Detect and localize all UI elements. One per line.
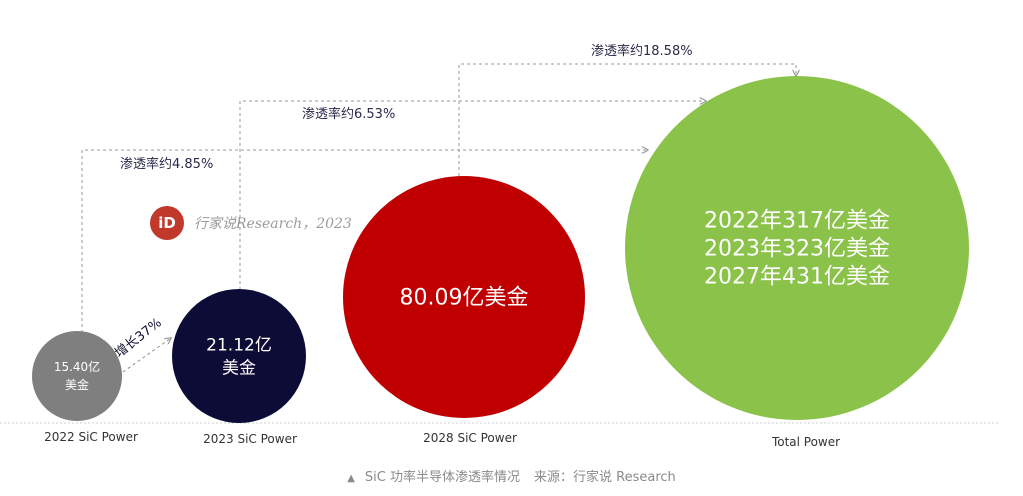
bubble-4-label: 2022年317亿美金 bbox=[704, 209, 890, 234]
bubble-1-label: 美金 bbox=[65, 377, 89, 392]
bubble-2-label: 21.12亿 bbox=[206, 335, 272, 355]
caption-source: 来源：行家说 Research bbox=[534, 470, 676, 485]
figure-caption: ▲ SiC 功率半导体渗透率情况 来源：行家说 Research bbox=[0, 466, 1023, 485]
brand-logo-icon: iD bbox=[150, 206, 184, 240]
penetration-rate-label: 渗透率约4.85% bbox=[120, 156, 213, 172]
penetration-connector bbox=[239, 101, 706, 290]
category-label: 2022 SiC Power bbox=[44, 430, 138, 444]
penetration-rate-label: 渗透率约6.53% bbox=[302, 106, 395, 122]
watermark-text: 行家说Research，2023 bbox=[194, 216, 352, 232]
bubble-4-label: 2023年323亿美金 bbox=[704, 237, 890, 262]
category-label: Total Power bbox=[771, 435, 840, 449]
watermark: iD 行家说Research，2023 bbox=[150, 206, 352, 240]
bubble-2 bbox=[172, 289, 306, 423]
triangle-icon: ▲ bbox=[347, 473, 355, 484]
bubble-3-label: 80.09亿美金 bbox=[400, 286, 529, 311]
penetration-rate-label: 渗透率约18.58% bbox=[591, 43, 693, 59]
bubble-1-label: 15.40亿 bbox=[54, 359, 100, 374]
bubble-1 bbox=[32, 331, 122, 421]
growth-arrow bbox=[122, 338, 171, 373]
bubble-4-label: 2027年431亿美金 bbox=[704, 265, 890, 290]
growth-label: 增长37% bbox=[112, 316, 165, 362]
penetration-connector bbox=[458, 63, 796, 176]
category-label: 2023 SiC Power bbox=[203, 432, 297, 446]
bubble-3 bbox=[343, 176, 585, 418]
bubble-2-label: 美金 bbox=[222, 358, 256, 378]
bubble-4 bbox=[625, 76, 969, 420]
category-label: 2028 SiC Power bbox=[423, 431, 517, 445]
caption-title: SiC 功率半导体渗透率情况 bbox=[364, 470, 520, 485]
